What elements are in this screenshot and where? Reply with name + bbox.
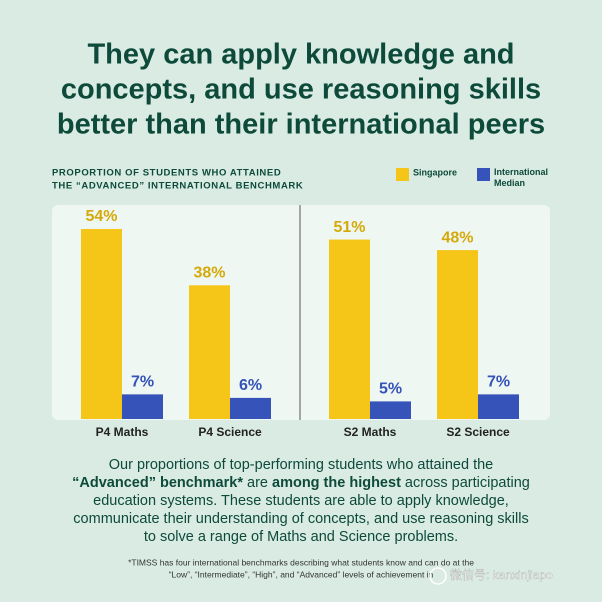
body-segment: Our proportions of top-performing studen… [109,457,493,473]
legend-label: International Median [494,167,548,188]
footnote: *TIMSS has four international benchmarks… [128,557,474,567]
body-text: education systems. These students are ab… [93,493,509,509]
body-text: communicate their understanding of conce… [73,511,528,527]
body-text: to solve a range of Maths and Science pr… [144,529,458,545]
watermark-icon [429,567,447,585]
body-text: “Advanced” benchmark* are among the high… [72,475,530,491]
title: better than their international peers [57,109,545,141]
body-segment: education systems. These students are ab… [93,493,509,509]
x-tick-label: S2 Science [446,425,510,439]
title: concepts, and use reasoning skills [61,74,541,106]
watermark: 微信号: kanxinjiapo [450,568,553,582]
value-label: 54% [85,208,117,225]
title: They can apply knowledge and [87,39,514,71]
bar [437,250,478,419]
body-segment: across participating [401,475,530,491]
legend-label: Singapore [413,167,457,177]
subtitle: PROPORTION OF STUDENTS WHO ATTAINED [52,168,281,179]
bar [230,397,271,419]
value-label: 48% [441,229,473,246]
bar [370,401,411,419]
x-tick-label: P4 Science [198,425,262,439]
body-segment: among the highest [272,475,401,491]
legend-swatch [477,168,490,181]
body-segment: to solve a range of Maths and Science pr… [144,529,458,545]
value-label: 51% [333,219,365,236]
body-segment: are [243,475,272,491]
body-segment: communicate their understanding of conce… [73,511,528,527]
x-tick-label: S2 Maths [344,425,397,439]
footnote: “Low”, “Intermediate”, “High”, and “Adva… [169,569,434,579]
value-label: 6% [239,377,262,394]
value-label: 38% [193,265,225,282]
x-tick-label: P4 Maths [96,425,149,439]
chart-panel [52,205,550,420]
body-segment: “Advanced” benchmark* [72,475,243,491]
bar [189,285,230,419]
value-label: 7% [131,374,154,391]
bar [478,394,519,419]
value-label: 5% [379,381,402,398]
bar [329,239,370,419]
bar [122,394,163,419]
subtitle: THE “ADVANCED” INTERNATIONAL BENCHMARK [52,181,303,192]
body-text: Our proportions of top-performing studen… [109,457,493,473]
legend-swatch [396,168,409,181]
value-label: 7% [487,374,510,391]
bar [81,229,122,419]
